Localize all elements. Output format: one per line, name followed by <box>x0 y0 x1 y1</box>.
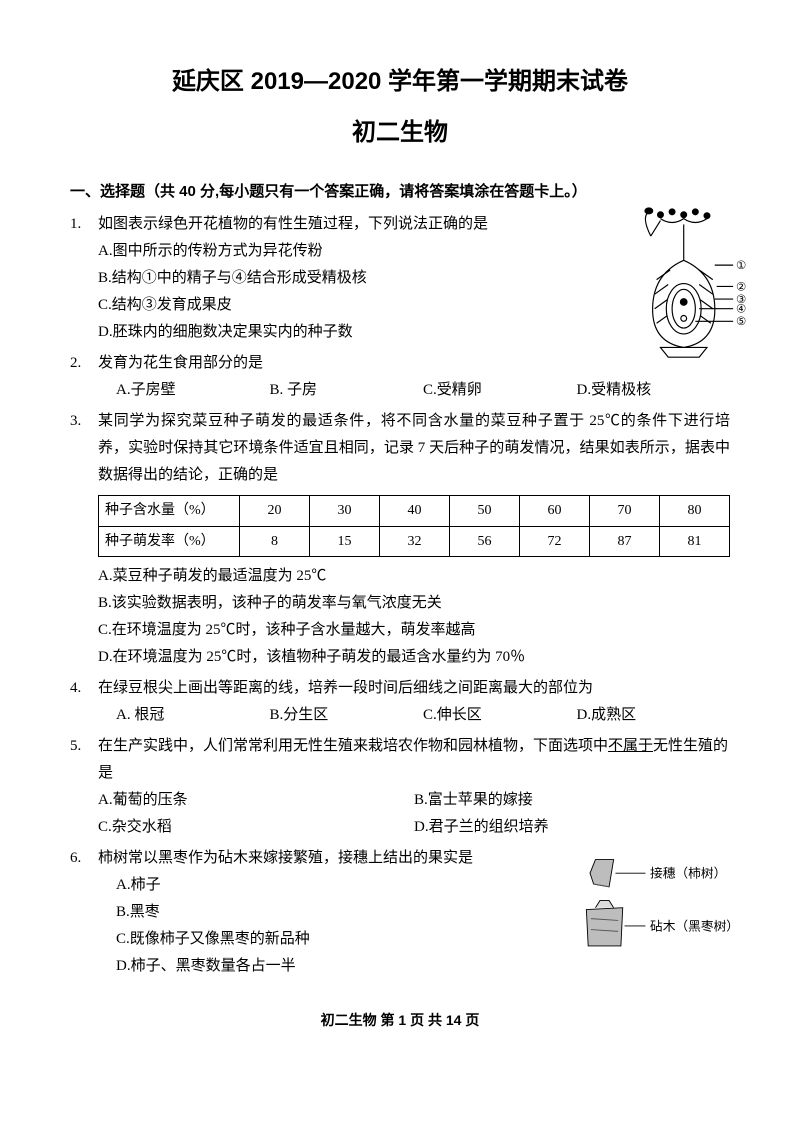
row-label: 种子萌发率（%） <box>99 526 240 556</box>
option-a: A.图中所示的传粉方式为异花传粉 <box>98 238 580 265</box>
flower-diagram: ① ② ③ ④ ⑤ <box>600 207 750 372</box>
qnum: 2. <box>70 350 81 377</box>
option-d: D.君子兰的组织培养 <box>414 814 730 841</box>
option-b: B.该实验数据表明，该种子的萌发率与氧气浓度无关 <box>98 590 730 617</box>
cell: 20 <box>240 496 310 526</box>
stem: 在绿豆根尖上画出等距离的线，培养一段时间后细线之间距离最大的部位为 <box>98 675 730 702</box>
graft-bottom-label: 砧木（黑枣树） <box>650 919 739 933</box>
table-row: 种子含水量（%） 20 30 40 50 60 70 80 <box>99 496 730 526</box>
option-d: D.受精极核 <box>577 377 731 404</box>
option-d: D.在环境温度为 25℃时，该植物种子萌发的最适含水量约为 70％ <box>98 644 730 671</box>
cell: 80 <box>660 496 730 526</box>
cell: 40 <box>380 496 450 526</box>
qnum: 5. <box>70 733 81 760</box>
cell: 87 <box>590 526 660 556</box>
option-a: A.菜豆种子萌发的最适温度为 25℃ <box>98 563 730 590</box>
table-row: 种子萌发率（%） 8 15 32 56 72 87 81 <box>99 526 730 556</box>
qnum: 4. <box>70 675 81 702</box>
option-b: B.分生区 <box>270 702 424 729</box>
page-title: 延庆区 2019—2020 学年第一学期期末试卷 <box>70 60 730 103</box>
exam-page: 延庆区 2019—2020 学年第一学期期末试卷 初二生物 一、选择题（共 40… <box>0 0 800 1073</box>
question-2: 2. 发育为花生食用部分的是 A.子房壁 B. 子房 C.受精卵 D.受精极核 <box>98 350 730 404</box>
option-b: B. 子房 <box>270 377 424 404</box>
graft-diagram: 接穗（柿树） 砧木（黑枣树） <box>550 855 750 965</box>
option-a: A.葡萄的压条 <box>98 787 414 814</box>
question-6: 6. 柿树常以黑枣作为砧木来嫁接繁殖，接穗上结出的果实是 A.柿子 B.黑枣 C… <box>98 845 730 980</box>
option-b: B.结构①中的精子与④结合形成受精极核 <box>98 265 580 292</box>
question-4: 4. 在绿豆根尖上画出等距离的线，培养一段时间后细线之间距离最大的部位为 A. … <box>98 675 730 729</box>
cell: 32 <box>380 526 450 556</box>
row-label: 种子含水量（%） <box>99 496 240 526</box>
stem: 如图表示绿色开花植物的有性生殖过程，下列说法正确的是 <box>98 211 580 238</box>
question-1: 1. 如图表示绿色开花植物的有性生殖过程，下列说法正确的是 A.图中所示的传粉方… <box>98 211 730 346</box>
option-d: D.成熟区 <box>577 702 731 729</box>
cell: 56 <box>450 526 520 556</box>
option-b: B.富士苹果的嫁接 <box>414 787 730 814</box>
page-footer: 初二生物 第 1 页 共 14 页 <box>70 1008 730 1033</box>
question-5: 5. 在生产实践中，人们常常利用无性生殖来栽培农作物和园林植物，下面选项中不属于… <box>98 733 730 841</box>
cell: 60 <box>520 496 590 526</box>
qnum: 1. <box>70 211 81 238</box>
qnum: 6. <box>70 845 81 872</box>
page-subtitle: 初二生物 <box>70 111 730 154</box>
option-c: C.在环境温度为 25℃时，该种子含水量越大，萌发率越高 <box>98 617 730 644</box>
section-header: 一、选择题（共 40 分,每小题只有一个答案正确，请将答案填涂在答题卡上。） <box>70 178 730 205</box>
cell: 72 <box>520 526 590 556</box>
label-4: ④ <box>736 303 746 316</box>
cell: 70 <box>590 496 660 526</box>
option-b: B.黑枣 <box>98 899 580 926</box>
option-a: A.柿子 <box>98 872 580 899</box>
label-5: ⑤ <box>736 316 746 329</box>
option-a: A.子房壁 <box>116 377 270 404</box>
stem: 某同学为探究菜豆种子萌发的最适条件，将不同含水量的菜豆种子置于 25℃的条件下进… <box>98 408 730 489</box>
option-c: C.伸长区 <box>423 702 577 729</box>
option-a: A. 根冠 <box>116 702 270 729</box>
option-d: D.胚珠内的细胞数决定果实内的种子数 <box>98 319 580 346</box>
cell: 50 <box>450 496 520 526</box>
question-3: 3. 某同学为探究菜豆种子萌发的最适条件，将不同含水量的菜豆种子置于 25℃的条… <box>98 408 730 670</box>
label-1: ① <box>736 259 746 272</box>
qnum: 3. <box>70 408 81 435</box>
stem: 在生产实践中，人们常常利用无性生殖来栽培农作物和园林植物，下面选项中不属于无性生… <box>98 733 730 787</box>
cell: 30 <box>310 496 380 526</box>
option-c: C.受精卵 <box>423 377 577 404</box>
data-table: 种子含水量（%） 20 30 40 50 60 70 80 种子萌发率（%） 8… <box>98 495 730 556</box>
graft-top-label: 接穗（柿树） <box>650 865 726 880</box>
label-2: ② <box>736 281 746 294</box>
cell: 15 <box>310 526 380 556</box>
option-c: C.结构③发育成果皮 <box>98 292 580 319</box>
stem-underline: 不属于 <box>608 738 653 754</box>
cell: 81 <box>660 526 730 556</box>
stem-pre: 在生产实践中，人们常常利用无性生殖来栽培农作物和园林植物，下面选项中 <box>98 738 608 754</box>
stem: 发育为花生食用部分的是 <box>98 350 730 377</box>
option-c: C.杂交水稻 <box>98 814 414 841</box>
cell: 8 <box>240 526 310 556</box>
option-d: D.柿子、黑枣数量各占一半 <box>98 953 580 980</box>
option-c: C.既像柿子又像黑枣的新品种 <box>98 926 580 953</box>
